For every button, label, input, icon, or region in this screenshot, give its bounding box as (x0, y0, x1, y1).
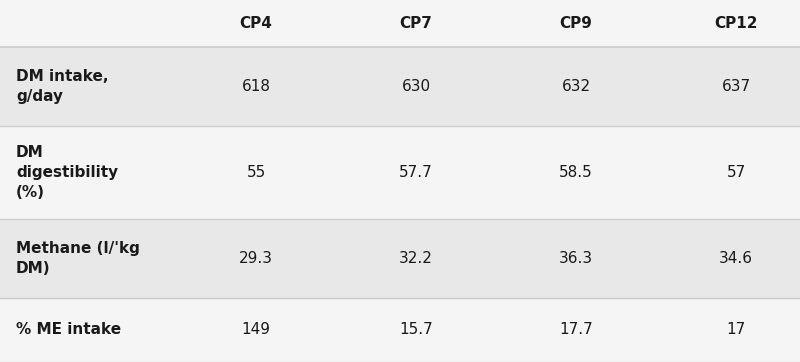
Text: 637: 637 (722, 79, 750, 94)
Text: 58.5: 58.5 (559, 165, 593, 180)
Text: Methane (l/'kg
DM): Methane (l/'kg DM) (16, 241, 140, 275)
Text: 630: 630 (402, 79, 430, 94)
Text: CP12: CP12 (714, 16, 758, 31)
Text: 632: 632 (562, 79, 590, 94)
Text: 29.3: 29.3 (239, 251, 273, 266)
Text: DM intake,
g/day: DM intake, g/day (16, 69, 109, 104)
Text: % ME intake: % ME intake (16, 322, 121, 337)
Text: 149: 149 (242, 322, 270, 337)
Text: 15.7: 15.7 (399, 322, 433, 337)
Text: 57.7: 57.7 (399, 165, 433, 180)
Text: 17: 17 (726, 322, 746, 337)
Text: DM
digestibility
(%): DM digestibility (%) (16, 145, 118, 199)
Bar (0, 126, 800, 219)
Text: 618: 618 (242, 79, 270, 94)
Bar (0, 0, 800, 47)
Text: CP9: CP9 (559, 16, 593, 31)
Text: 36.3: 36.3 (559, 251, 593, 266)
Text: 32.2: 32.2 (399, 251, 433, 266)
Text: CP7: CP7 (399, 16, 433, 31)
Text: 17.7: 17.7 (559, 322, 593, 337)
Bar (0, 298, 800, 362)
Text: 55: 55 (246, 165, 266, 180)
Text: 57: 57 (726, 165, 746, 180)
Text: 34.6: 34.6 (719, 251, 753, 266)
Text: CP4: CP4 (239, 16, 273, 31)
Bar (0, 47, 800, 126)
Bar (0, 219, 800, 298)
